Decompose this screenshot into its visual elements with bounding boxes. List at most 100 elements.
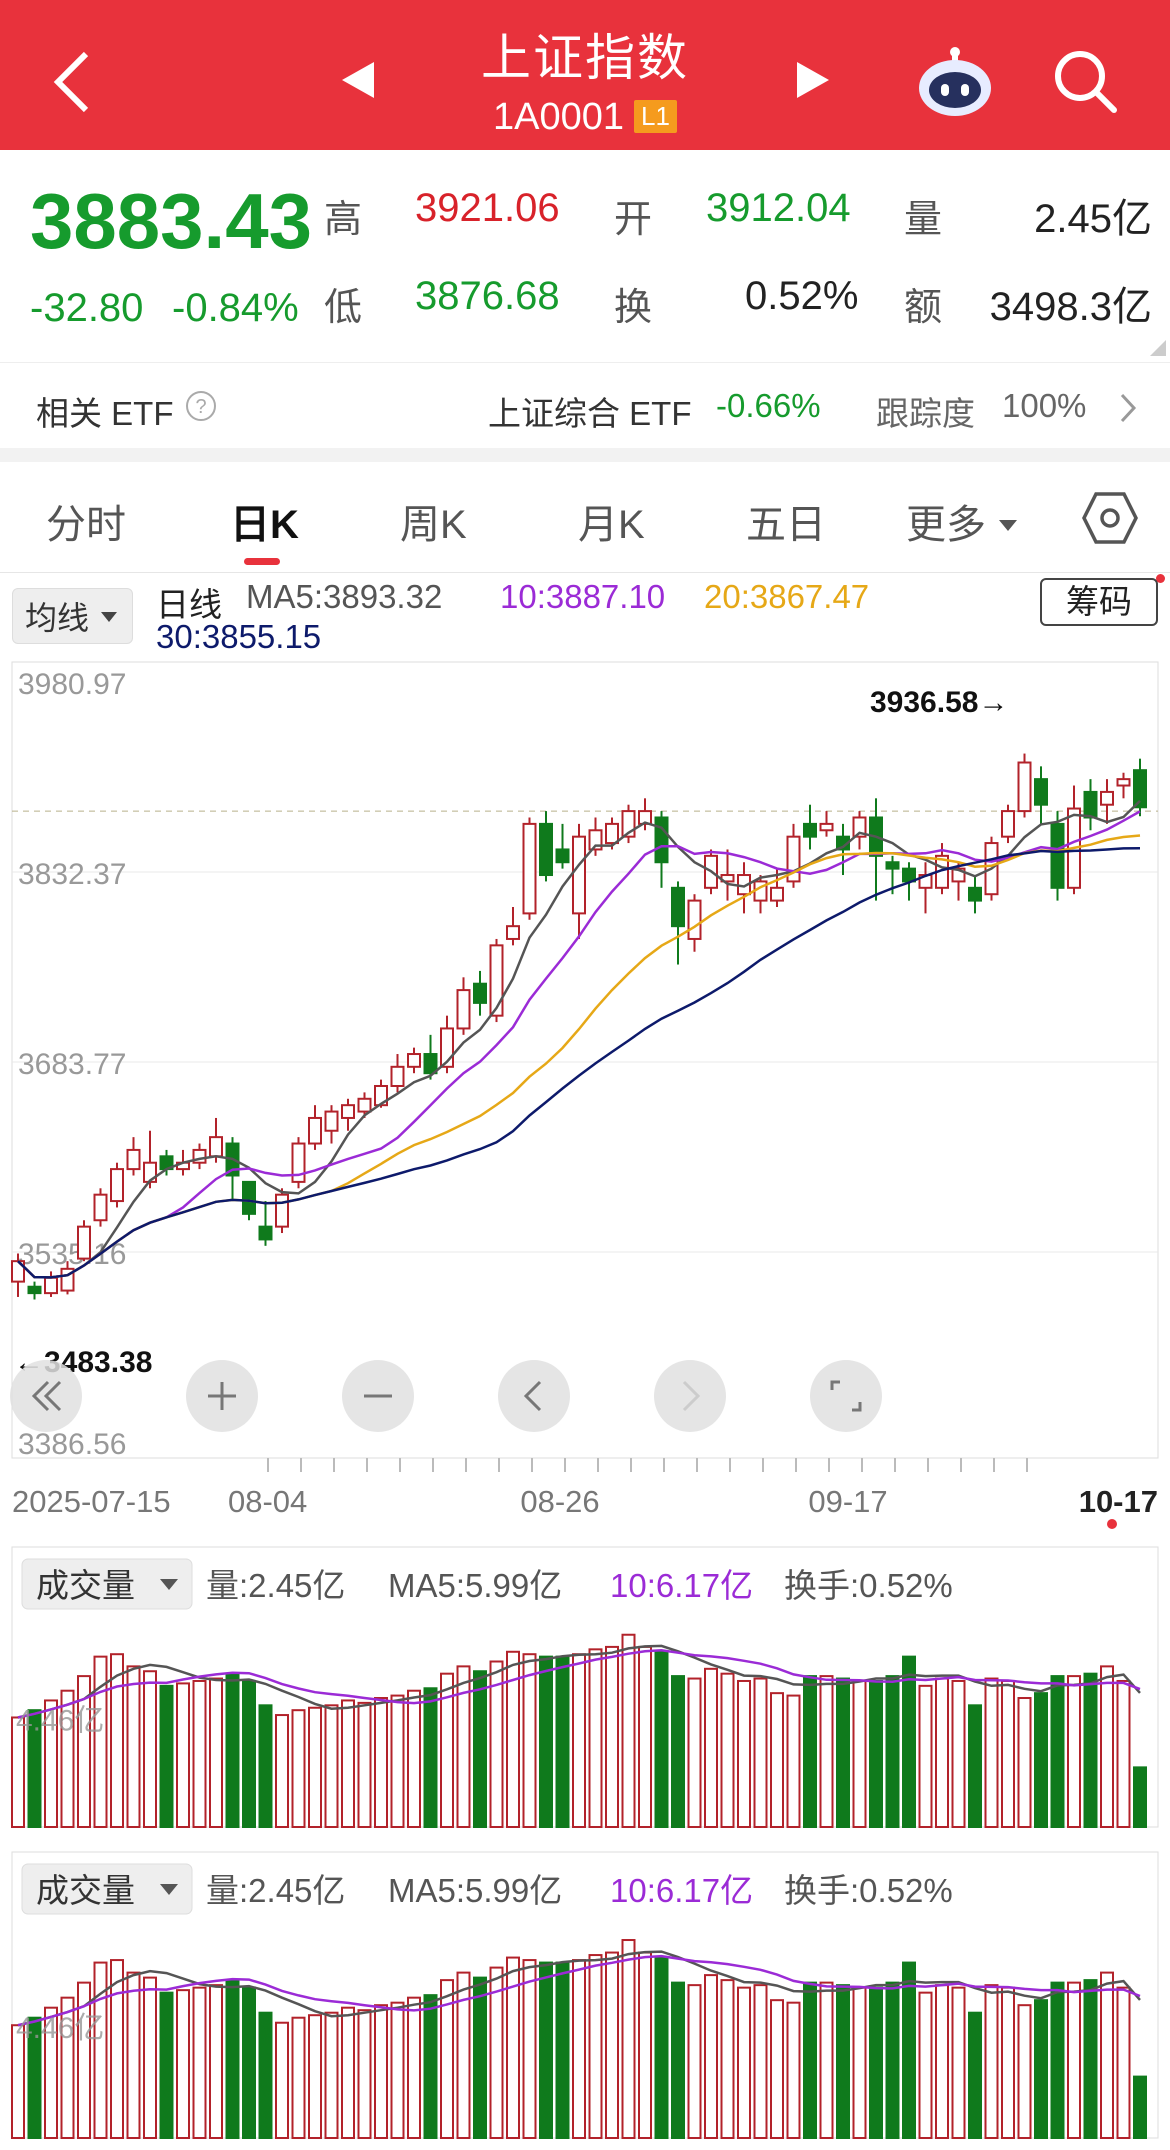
related-etf-row[interactable]: 相关 ETF ? 上证综合 ETF -0.66% 跟踪度 100%: [0, 362, 1170, 449]
candle-down: [242, 1180, 256, 1215]
volume-bar-up: [440, 1672, 454, 1828]
tab-daily-k[interactable]: 日K: [230, 503, 299, 547]
volume-bar-down: [423, 1994, 438, 2139]
volume-value: 2.45亿: [1034, 197, 1152, 241]
volume-bar-up: [1001, 1986, 1015, 2139]
etf-change: -0.66%: [716, 387, 821, 424]
kline-chart[interactable]: 3980.97 3832.37 3683.77 3535.16 3386.56 3936.…: [0, 660, 1170, 1540]
volume-legend-ma10: 10:6.17亿: [610, 1567, 753, 1604]
volume-selector-label: 成交量: [36, 1872, 135, 1909]
volume-bar-down: [1050, 1981, 1065, 2139]
candle-up: [209, 1136, 223, 1158]
pan-left-button[interactable]: [498, 1360, 570, 1432]
next-index-icon[interactable]: [795, 60, 831, 100]
candle-up: [1100, 790, 1114, 806]
y-tick-label: 3832.37: [18, 858, 126, 891]
tab-monthly-k[interactable]: 月K: [578, 503, 645, 547]
tab-more[interactable]: 更多: [906, 492, 1019, 550]
volume-bar-down: [258, 1704, 273, 1828]
volume-bar-up: [60, 1689, 75, 1828]
high-value: 3921.06: [415, 186, 560, 230]
ma-selector[interactable]: 均线: [12, 588, 133, 644]
volume-bar-up: [143, 1976, 157, 2139]
candle-up: [456, 989, 471, 1030]
volume-bar-up: [605, 1645, 619, 1829]
tab-intraday[interactable]: 分时: [46, 503, 126, 547]
volume-bar-up: [489, 1660, 504, 1828]
settings-hexagon-icon[interactable]: [1082, 490, 1138, 546]
candle-up: [1017, 761, 1032, 813]
volume-bar-down: [473, 1976, 487, 2139]
level-badge: L1: [634, 100, 677, 133]
volume-bar-up: [357, 2009, 372, 2139]
volume-bar-down: [902, 1655, 916, 1829]
volume-bar-up: [407, 1689, 421, 1828]
volume-bar-up: [704, 1974, 718, 2140]
fullscreen-button[interactable]: [810, 1360, 882, 1432]
tab-weekly-k[interactable]: 周K: [400, 503, 467, 547]
ma-selector-label: 均线: [25, 600, 90, 636]
zoom-out-button[interactable]: [342, 1360, 414, 1432]
volume-bar-up: [77, 1675, 91, 1828]
volume-bar-up: [192, 1679, 207, 1828]
amount-value: 3498.3亿: [989, 285, 1152, 329]
tracking-value: 100%: [1002, 387, 1087, 424]
volume-bar-up: [786, 2001, 801, 2139]
candle-up: [357, 1097, 372, 1113]
volume-bar-up: [935, 1677, 949, 1828]
volume-bar-up: [588, 1954, 603, 2139]
volume-legend-turnover: 换手:0.52%: [784, 1872, 953, 1909]
volume-chart-1[interactable]: 成交量 量:2.45亿 MA5:5.99亿 10:6.17亿 换手:0.52% 4.46亿: [0, 1545, 1170, 1835]
fullscreen-icon: [830, 1380, 840, 1390]
prev-index-icon[interactable]: [340, 60, 376, 100]
volume-bar-up: [1116, 1986, 1131, 2139]
ma10-line: [17, 810, 1141, 1279]
chips-button[interactable]: 筹码: [1040, 578, 1158, 626]
volume-bar-up: [819, 1675, 834, 1828]
volume-bar-down: [159, 1684, 174, 1828]
volume-bar-up: [1017, 2004, 1032, 2139]
section-divider: [0, 448, 1170, 462]
search-icon[interactable]: [1052, 48, 1118, 114]
volume-bar-down: [869, 1986, 883, 2139]
volume-bar-up: [753, 1984, 768, 2139]
x-tick-label: 2025-07-15: [12, 1484, 171, 1519]
x-tick-label: 10-17: [1079, 1484, 1158, 1519]
volume-bar-up: [11, 2024, 25, 2139]
price-change: -32.80: [30, 286, 144, 330]
volume-bar-up: [621, 1939, 636, 2139]
volume-bar-up: [60, 1996, 75, 2139]
volume-bar-up: [209, 1677, 223, 1828]
zoom-in-button[interactable]: [186, 1360, 258, 1432]
double-chevron-left-icon: [31, 1380, 50, 1412]
y-tick-label: 3683.77: [18, 1048, 126, 1081]
x-tick-label: 08-04: [228, 1484, 307, 1519]
volume-bar-up: [704, 1667, 718, 1828]
volume-selector[interactable]: 成交量: [21, 1558, 193, 1610]
volume-selector[interactable]: 成交量: [21, 1863, 193, 1915]
volume-legend-ma5: MA5:5.99亿: [388, 1567, 562, 1604]
back-icon[interactable]: [50, 50, 94, 114]
candle-down: [473, 982, 487, 1004]
pan-right-button[interactable]: [654, 1360, 726, 1432]
volume-bar-up: [770, 1999, 784, 2139]
volume-bar-down: [539, 1655, 553, 1829]
candle-up: [407, 1053, 421, 1068]
double-chevron-left-icon: [43, 1380, 62, 1412]
volume-bar-up: [176, 1682, 190, 1828]
x-tick-label: 08-26: [520, 1484, 599, 1519]
tab-five-day[interactable]: 五日: [746, 503, 826, 547]
robot-assistant-icon[interactable]: [915, 42, 995, 118]
volume-chart-2[interactable]: 成交量 量:2.45亿 MA5:5.99亿 10:6.17亿 换手:0.52% 4.46亿: [0, 1850, 1170, 2146]
candle-up: [819, 822, 834, 832]
collapse-left-button[interactable]: [10, 1360, 82, 1432]
candle-down: [555, 848, 570, 864]
volume-bar-down: [27, 2016, 42, 2139]
volume-bar-up: [1001, 1679, 1015, 1828]
volume-bar-up: [126, 1971, 141, 2139]
volume-bar-up: [209, 1984, 223, 2139]
pan-left-button-bg: [498, 1360, 570, 1432]
volume-bar-up: [638, 1951, 652, 2139]
volume-bar-up: [852, 1679, 867, 1828]
help-icon[interactable]: ?: [184, 389, 218, 423]
